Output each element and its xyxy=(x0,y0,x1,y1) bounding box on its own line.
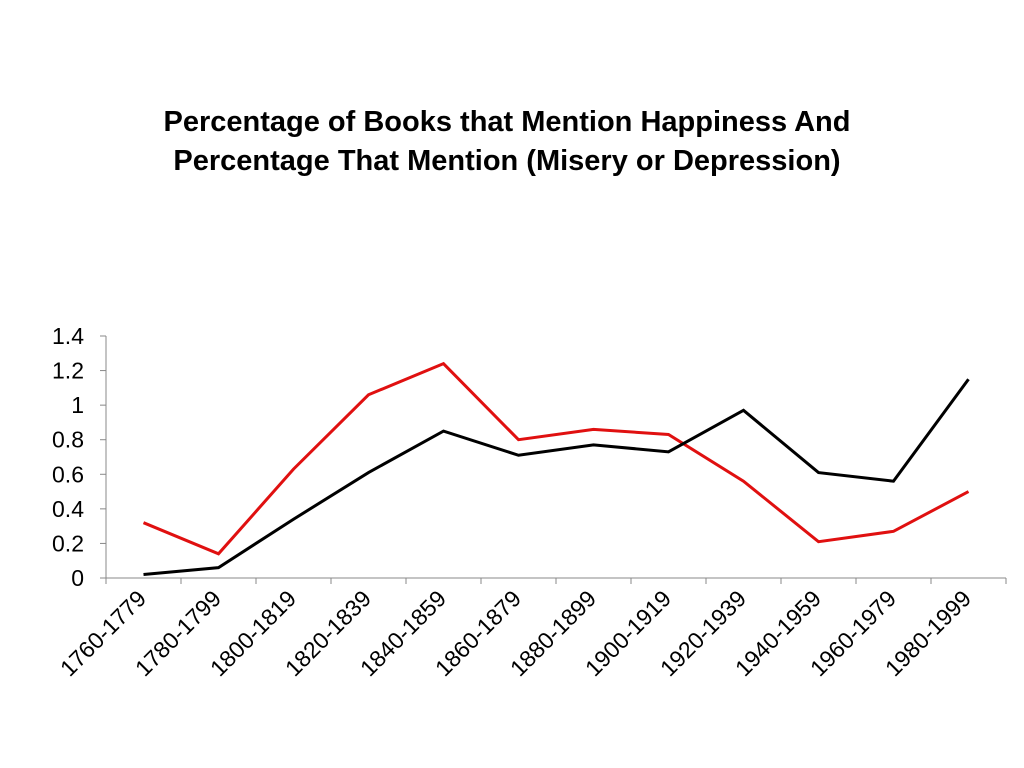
series-line-1 xyxy=(142,361,970,556)
y-tick-label: 0.8 xyxy=(52,427,84,453)
y-tick-label: 0.6 xyxy=(52,461,84,487)
y-tick-label: 0.4 xyxy=(52,496,84,522)
y-tick-label: 1 xyxy=(71,392,84,418)
chart-title-line-2: Percentage That Mention (Misery or Depre… xyxy=(173,145,841,177)
series-line-2 xyxy=(143,378,970,577)
y-tick-label: 1.2 xyxy=(52,358,84,384)
y-tick-label: 0.2 xyxy=(52,530,84,556)
y-tick-label: 1.4 xyxy=(52,323,84,349)
chart-title: Percentage of Books that Mention Happine… xyxy=(0,103,1014,181)
chart-title-line-1: Percentage of Books that Mention Happine… xyxy=(163,106,851,138)
y-tick-label: 0 xyxy=(71,565,84,591)
